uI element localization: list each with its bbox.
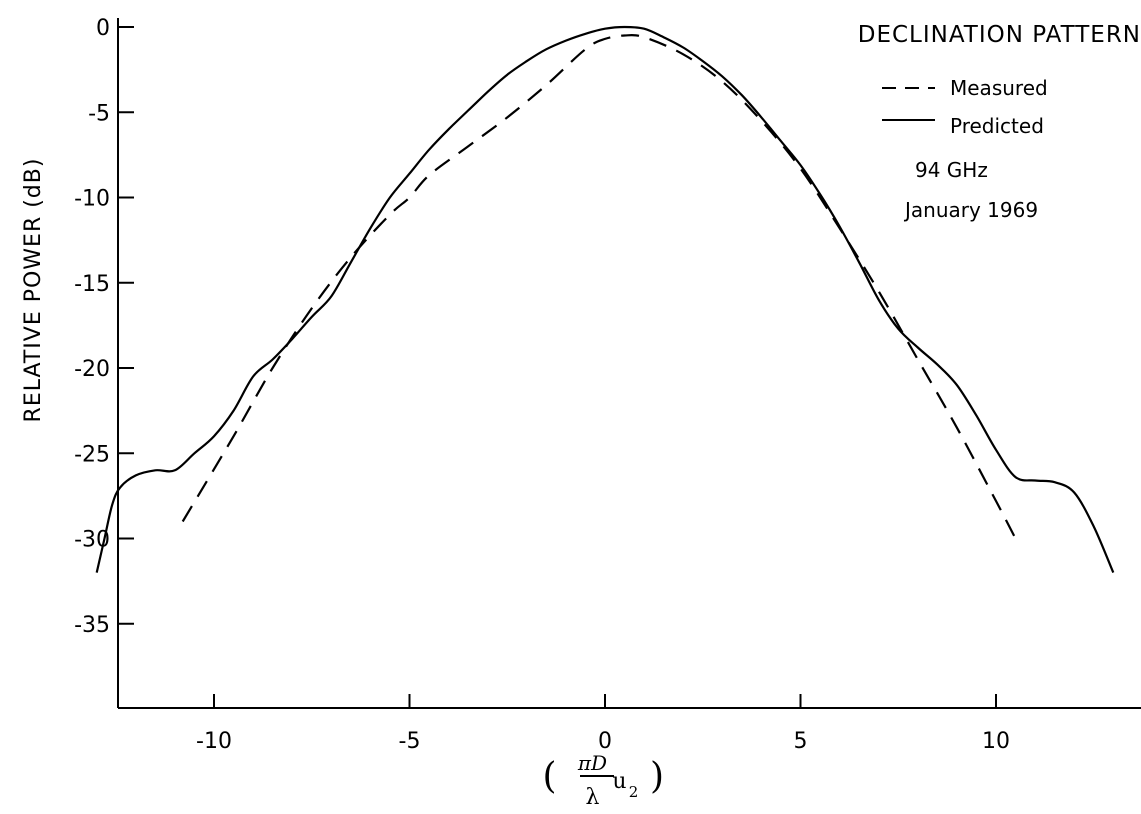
y-axis-label: RELATIVE POWER (dB)	[21, 158, 46, 423]
axes	[117, 18, 1141, 709]
y-tick-label: -25	[74, 442, 110, 467]
x-axis-ticks: -10 -5 0 5 10	[196, 694, 1010, 754]
x-tick-label: 0	[598, 729, 612, 754]
x-axis-label: ( πD λ u 2 )	[542, 751, 664, 810]
x-tick-label: 10	[982, 729, 1010, 754]
x-tick-label: 5	[794, 729, 808, 754]
y-tick-label: -20	[74, 357, 110, 382]
legend-label-predicted: Predicted	[950, 114, 1044, 138]
y-axis-ticks: 0-5-10-15-20-25-30-35	[74, 16, 134, 638]
y-tick-label: -15	[74, 272, 110, 297]
series-line-predicted	[95, 25, 1115, 574]
legend-label-measured: Measured	[950, 76, 1048, 100]
x-tick-label: -5	[399, 729, 421, 754]
y-tick-label: -35	[74, 613, 110, 638]
annotation-date: January 1969	[903, 198, 1038, 222]
x-axis-label-close-paren: )	[650, 756, 664, 797]
x-axis-label-subscript: 2	[629, 783, 639, 801]
y-tick-label: -10	[74, 187, 110, 212]
x-tick-label: -10	[196, 729, 232, 754]
legend: Measured Predicted	[882, 76, 1048, 138]
series-line-measured	[181, 33, 1017, 539]
x-axis-label-numerator: πD	[577, 751, 607, 775]
x-axis-label-u: u	[612, 769, 626, 794]
y-tick-label: 0	[96, 16, 110, 41]
annotation-frequency: 94 GHz	[915, 158, 988, 182]
y-tick-label: -5	[88, 101, 110, 126]
series-lines	[95, 25, 1115, 574]
chart-title: DECLINATION PATTERN	[858, 22, 1141, 48]
x-axis-label-denominator: λ	[586, 785, 600, 810]
x-axis-label-open-paren: (	[542, 756, 556, 797]
